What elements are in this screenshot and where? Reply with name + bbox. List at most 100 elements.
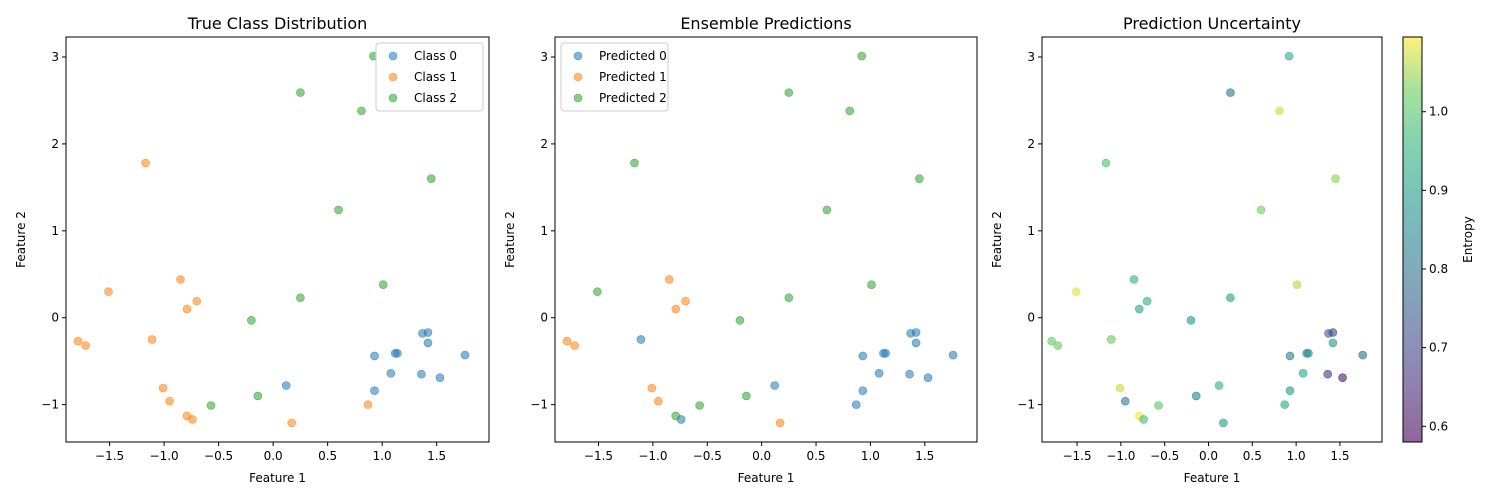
chart-panel-3: −1.5 −1.0 −0.5 0.0 0.5 1.0 1.5 −1 0 1 2 3 Prediction… bbox=[990, 14, 1475, 485]
x-tick-label: 0.0 bbox=[264, 449, 283, 463]
scatter-point bbox=[664, 275, 674, 284]
scatter-point bbox=[334, 205, 343, 215]
axes-frame bbox=[554, 36, 978, 443]
scatter-point bbox=[1154, 401, 1163, 410]
scatter-point bbox=[370, 386, 379, 396]
scatter-point bbox=[695, 401, 704, 410]
scatter-point bbox=[357, 106, 366, 116]
scatter-point bbox=[1115, 383, 1125, 393]
legend-box bbox=[560, 42, 669, 112]
scatter-point bbox=[426, 174, 436, 183]
scatter-point bbox=[857, 51, 867, 61]
scatter-point bbox=[681, 296, 690, 306]
scatter-point bbox=[858, 351, 868, 361]
scatter-point bbox=[1285, 351, 1295, 361]
x-tick-label: −1.0 bbox=[638, 449, 667, 463]
scatter-point bbox=[81, 341, 90, 350]
x-tick-label: −1.0 bbox=[1106, 449, 1135, 463]
x-tick-label: 0.5 bbox=[1243, 449, 1262, 463]
scatter-point bbox=[1304, 349, 1313, 358]
scatter-point bbox=[206, 401, 216, 410]
scatter-point bbox=[1338, 373, 1347, 382]
x-tick-label: 0.5 bbox=[806, 449, 825, 463]
scatter-point bbox=[247, 316, 256, 325]
scatter-point bbox=[1280, 400, 1290, 409]
scatter-point bbox=[1331, 174, 1340, 183]
legend-box bbox=[375, 42, 484, 112]
legend-label: Predicted 2 bbox=[599, 91, 667, 105]
scatter-point bbox=[742, 391, 751, 401]
y-axis-label: Feature 2 bbox=[503, 211, 517, 268]
x-tick-label: 1.0 bbox=[1287, 449, 1306, 463]
scatter-point bbox=[1142, 296, 1152, 306]
legend-marker bbox=[388, 93, 398, 103]
scatter-point bbox=[296, 88, 305, 97]
scatter-point bbox=[905, 369, 914, 379]
scatter-point bbox=[296, 293, 305, 303]
scatter-point bbox=[1226, 88, 1235, 97]
y-tick-label: 2 bbox=[540, 137, 548, 151]
scatter-point bbox=[1134, 304, 1144, 314]
legend-marker bbox=[573, 51, 583, 61]
scatter-point bbox=[1292, 280, 1302, 289]
x-tick-label: 1.0 bbox=[373, 449, 392, 463]
scatter-point bbox=[647, 383, 657, 393]
y-axis-label: Feature 2 bbox=[14, 211, 28, 268]
scatter-point bbox=[1071, 287, 1081, 296]
y-tick-label: 0 bbox=[540, 311, 548, 325]
scatter-point bbox=[386, 369, 396, 378]
scatter-point bbox=[881, 349, 890, 358]
y-tick-label: 3 bbox=[540, 50, 548, 64]
scatter-point bbox=[1047, 336, 1056, 346]
scatter-point bbox=[1214, 381, 1224, 390]
scatter-point bbox=[630, 158, 639, 168]
legend-marker bbox=[573, 93, 583, 103]
scatter-point bbox=[822, 205, 832, 215]
chart-panel-1: −1.5 −1.0 −0.5 0.0 0.5 1.0 1.5 −1 0 1 2 3 True Class… bbox=[14, 14, 490, 485]
colorbar-tick-label: 0.6 bbox=[1429, 419, 1448, 433]
scatter-point bbox=[363, 400, 373, 409]
scatter-point bbox=[188, 415, 197, 424]
scatter-point bbox=[287, 418, 296, 428]
x-tick-label: −0.5 bbox=[204, 449, 233, 463]
y-tick-label: 3 bbox=[1027, 50, 1035, 64]
scatter-point bbox=[915, 174, 924, 183]
scatter-point bbox=[104, 287, 113, 296]
x-tick-label: 0.0 bbox=[1199, 449, 1218, 463]
scatter-point bbox=[165, 396, 174, 406]
legend: Predicted 0 Predicted 1 Predicted 2 bbox=[560, 42, 669, 112]
scatter-point bbox=[460, 350, 470, 360]
x-tick-label: −1.0 bbox=[150, 449, 179, 463]
legend-label: Class 1 bbox=[414, 70, 457, 84]
y-tick-label: 1 bbox=[1027, 224, 1035, 238]
colorbar-frame bbox=[1402, 36, 1423, 443]
legend-label: Class 0 bbox=[414, 49, 457, 63]
legend-marker bbox=[573, 72, 583, 82]
scatter-point bbox=[851, 400, 861, 409]
chart-title: True Class Distribution bbox=[187, 14, 368, 33]
colorbar-tick-label: 1.0 bbox=[1429, 105, 1448, 119]
legend-marker bbox=[388, 51, 398, 61]
x-tick-label: −0.5 bbox=[693, 449, 722, 463]
scatter-point bbox=[393, 349, 402, 358]
colorbar-tick-label: 0.9 bbox=[1429, 183, 1448, 197]
scatter-point bbox=[775, 418, 785, 428]
y-tick-label: 3 bbox=[51, 50, 59, 64]
x-axis-label: Feature 1 bbox=[249, 471, 306, 485]
scatter-point bbox=[1129, 275, 1139, 284]
scatter-point bbox=[1298, 369, 1308, 378]
scatter-point bbox=[1101, 158, 1111, 168]
y-tick-label: 0 bbox=[51, 311, 59, 325]
scatter-point bbox=[73, 336, 83, 346]
legend-marker bbox=[388, 72, 398, 82]
scatter-point bbox=[593, 287, 602, 296]
x-tick-label: 0.0 bbox=[752, 449, 771, 463]
scatter-point bbox=[923, 373, 933, 382]
scatter-point bbox=[1191, 391, 1201, 401]
chart-title: Ensemble Predictions bbox=[680, 14, 851, 33]
scatter-point bbox=[378, 280, 388, 289]
y-tick-label: 2 bbox=[1027, 137, 1035, 151]
y-tick-label: 1 bbox=[51, 224, 59, 238]
legend-label: Class 2 bbox=[414, 91, 457, 105]
colorbar-tick-label: 0.8 bbox=[1429, 262, 1448, 276]
